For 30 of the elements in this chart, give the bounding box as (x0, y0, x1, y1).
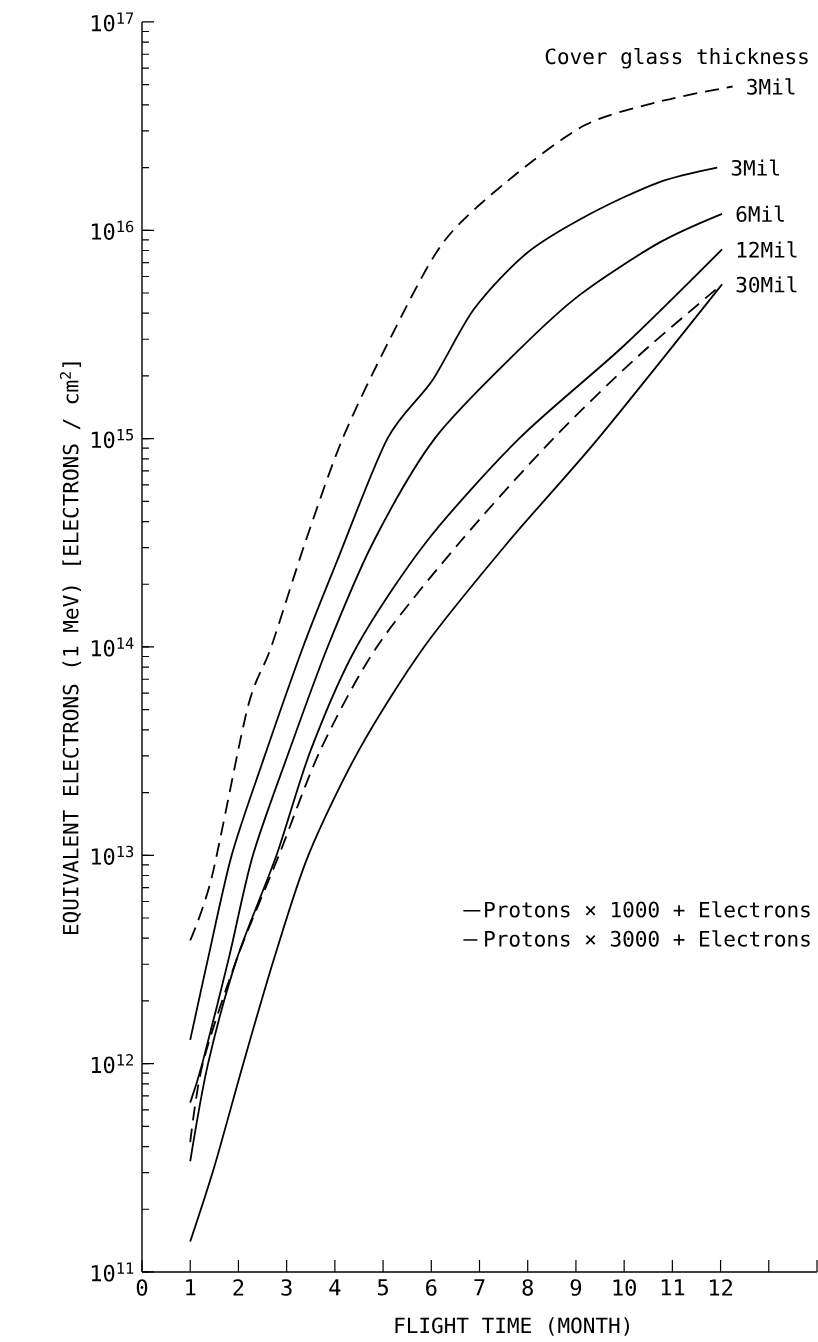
y-axis-title: EQUIVALENT ELECTRONS (1 MeV) [ELECTRONS / cm$^{2}$] (59, 362, 82, 935)
series-label: 6Mil (736, 205, 784, 222)
y-tick-label: 10$^{15}$ (91, 429, 134, 449)
x-tick-label: 3 (281, 1279, 292, 1296)
x-tick-label: 4 (329, 1279, 341, 1296)
series-label: 3Mil (747, 78, 795, 95)
series-label: 30Mil (736, 276, 797, 293)
x-tick-label: 10 (613, 1279, 636, 1296)
annotation: Protons × 1000 + Electrons (485, 901, 810, 918)
x-tick-label: 1 (186, 1279, 196, 1296)
y-tick-label: 10$^{17}$ (91, 12, 134, 32)
series-label: 12Mil (737, 241, 797, 258)
y-tick-label: 10$^{11}$ (91, 1262, 134, 1282)
x-tick-label: 7 (474, 1279, 485, 1296)
x-tick-label: 11 (661, 1279, 685, 1296)
x-tick-label: 5 (377, 1279, 388, 1296)
x-tick-label: 12 (709, 1279, 732, 1296)
annotation: Cover glass thickness (545, 47, 808, 69)
x-tick-label: 6 (426, 1279, 437, 1296)
x-tick-label: 9 (570, 1279, 582, 1296)
y-tick-label: 10$^{12}$ (91, 1054, 133, 1074)
x-tick-label: 2 (233, 1279, 244, 1296)
x-axis-title: FLIGHT TIME (MONTH) (395, 1317, 629, 1336)
x-tick-label: 8 (522, 1279, 533, 1296)
y-tick-label: 10$^{14}$ (91, 637, 134, 657)
series-label: 3Mil (731, 159, 779, 176)
annotation: Protons × 3000 + Electrons (485, 930, 810, 947)
x-tick-label: 0 (136, 1279, 148, 1296)
y-tick-label: 10$^{13}$ (91, 845, 134, 865)
y-tick-label: 10$^{16}$ (91, 220, 134, 240)
